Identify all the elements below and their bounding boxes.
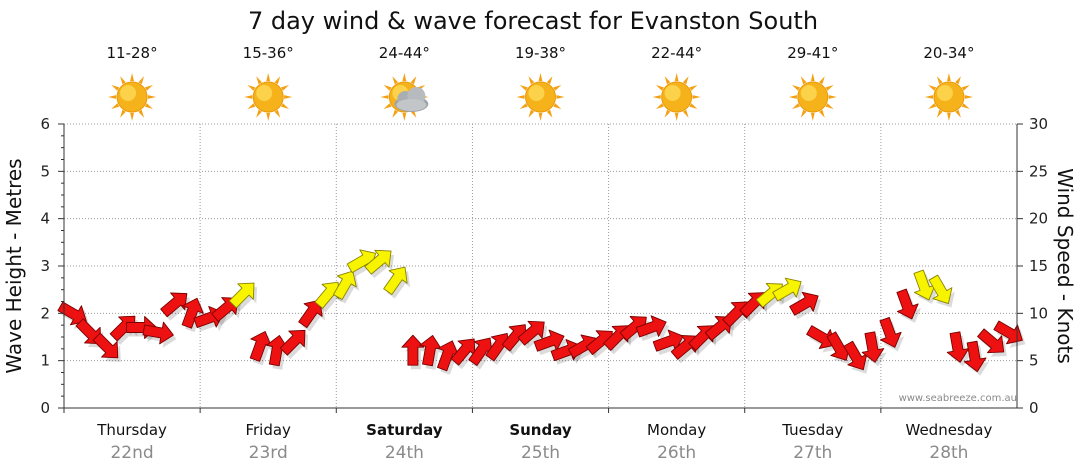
- wind-arrow: [298, 299, 326, 332]
- wind-arrow: [333, 270, 360, 304]
- right-tick-label: 25: [1029, 162, 1048, 180]
- wind-arrow: [946, 331, 972, 367]
- wind-arrow: [142, 321, 177, 348]
- wind-arrow: [843, 340, 870, 374]
- wind-arrow: [896, 288, 922, 323]
- wind-arrow: [517, 320, 548, 350]
- wind-arrow: [861, 331, 887, 367]
- wind-arrow: [160, 292, 190, 321]
- right-tick-label: 20: [1029, 210, 1048, 228]
- day-temperature-range: 15-36°: [243, 44, 294, 62]
- wind-arrow: [977, 328, 1007, 357]
- day-name-label: Thursday: [96, 421, 167, 439]
- wind-arrow: [92, 332, 121, 362]
- right-axis-label: Wind Speed - Knots: [1053, 168, 1077, 364]
- wind-arrow: [468, 337, 496, 370]
- wind-arrow: [913, 269, 939, 304]
- wind-arrow: [383, 266, 411, 299]
- sun-icon: [924, 73, 973, 121]
- left-tick-label: 0: [40, 399, 50, 417]
- wind-arrow: [419, 334, 445, 370]
- grid: [64, 123, 1017, 408]
- day-date-label: 27th: [793, 443, 832, 463]
- left-tick-label: 2: [40, 304, 50, 322]
- right-tick-label: 10: [1029, 304, 1048, 322]
- day-date-label: 26th: [657, 443, 696, 463]
- day-labels: Thursday 22nd Friday 23rd Saturday 24th Sunday…: [96, 421, 992, 463]
- left-tick-label: 5: [40, 162, 50, 180]
- day-temperature-range: 19-38°: [515, 44, 566, 62]
- sun-icon: [516, 73, 565, 121]
- day-name-label: Tuesday: [781, 421, 843, 439]
- sun-icon: [108, 73, 157, 121]
- left-tick-label: 4: [40, 210, 50, 228]
- day-name-label: Wednesday: [906, 421, 993, 439]
- left-tick-label: 6: [40, 115, 50, 133]
- day-date-label: 24th: [385, 443, 424, 463]
- weather-icons: [108, 73, 973, 121]
- day-temperature-range: 11-28°: [107, 44, 158, 62]
- right-tick-label: 5: [1029, 352, 1039, 370]
- credit-text: www.seabreeze.com.au: [899, 393, 1017, 404]
- day-temperature-range: 29-41°: [787, 44, 838, 62]
- day-temperature-range: 22-44°: [651, 44, 702, 62]
- wind-arrow: [789, 291, 822, 320]
- wind-arrow: [772, 277, 805, 306]
- sun-icon: [244, 73, 293, 121]
- partly-cloudy-icon: [380, 73, 429, 121]
- wind-arrow: [806, 325, 839, 353]
- wind-arrows: [57, 249, 1026, 376]
- day-name-label: Sunday: [509, 421, 572, 439]
- wind-arrow: [963, 340, 990, 376]
- day-temperature-range: 20-34°: [923, 44, 974, 62]
- left-axis-ticks: 0 1 2 3 4 5 6: [40, 115, 64, 417]
- wind-arrow: [364, 249, 395, 279]
- wind-arrow: [993, 320, 1026, 348]
- wind-arrow: [450, 338, 478, 370]
- right-tick-label: 15: [1029, 257, 1048, 275]
- axes: [63, 124, 1018, 413]
- day-temperature-range: 24-44°: [379, 44, 430, 62]
- day-date-label: 28th: [929, 443, 968, 463]
- chart-title: 7 day wind & wave forecast for Evanston …: [248, 7, 818, 35]
- right-axis-ticks: 0 5 10 15 20 25 30: [1017, 115, 1048, 417]
- left-tick-label: 3: [40, 257, 50, 275]
- day-date-label: 23rd: [249, 443, 288, 463]
- wind-arrow: [401, 334, 427, 370]
- wind-arrow: [928, 274, 955, 308]
- day-name-label: Friday: [245, 421, 291, 439]
- day-date-label: 25th: [521, 443, 560, 463]
- sun-icon: [788, 73, 837, 121]
- wind-arrow: [635, 315, 670, 341]
- temperature-row: 11-28° 15-36° 24-44° 19-38° 22-44° 29-41° 20-3…: [107, 44, 975, 62]
- left-axis-label: Wave Height - Metres: [2, 158, 26, 373]
- sun-icon: [652, 73, 701, 121]
- right-tick-label: 30: [1029, 115, 1048, 133]
- wind-arrow: [279, 329, 309, 360]
- left-tick-label: 1: [40, 352, 50, 370]
- wind-arrow: [228, 282, 258, 312]
- day-name-label: Monday: [647, 421, 706, 439]
- wind-arrow: [879, 316, 905, 352]
- day-date-label: 22nd: [110, 443, 153, 463]
- right-tick-label: 0: [1029, 399, 1039, 417]
- day-name-label: Saturday: [366, 421, 443, 439]
